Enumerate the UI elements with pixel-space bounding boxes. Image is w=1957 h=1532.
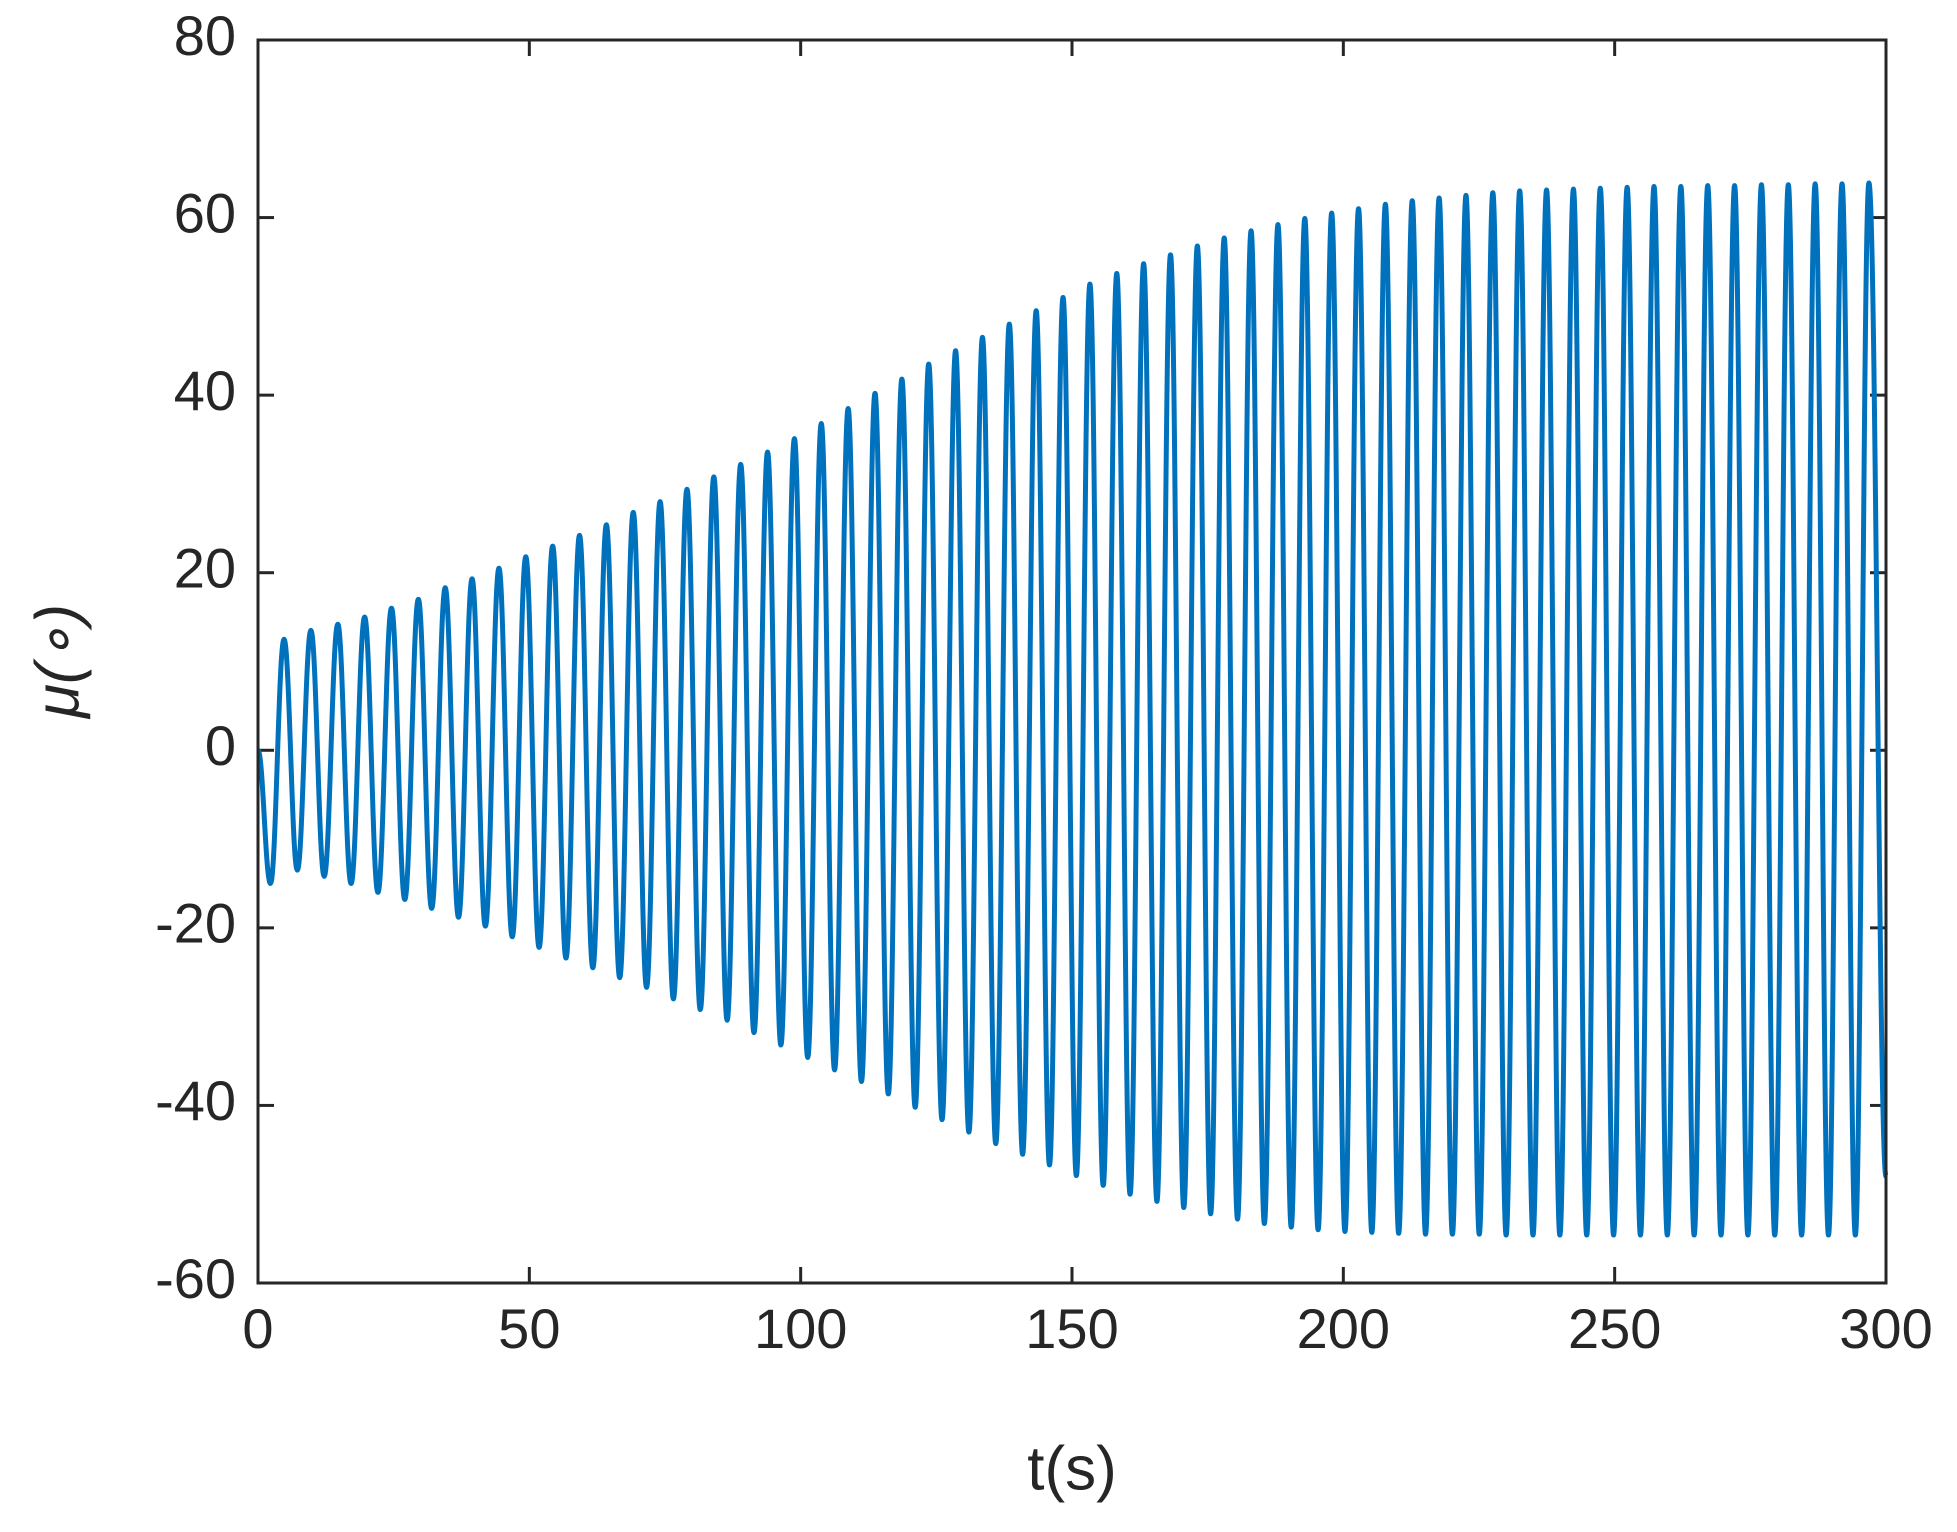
axes-box (256, 38, 1888, 1285)
x-tick-label: 300 (1839, 1297, 1932, 1360)
x-tick-label: 200 (1297, 1297, 1390, 1360)
y-tick-label: 0 (205, 714, 236, 777)
y-tick-label: 20 (174, 537, 236, 600)
y-tick-label: 80 (174, 4, 236, 67)
x-tick-label: 0 (242, 1297, 273, 1360)
y-tick-label: 40 (174, 359, 236, 422)
y-tick-label: -40 (155, 1069, 236, 1132)
y-axis-title: μ(∘) (23, 604, 92, 720)
y-tick-label: -20 (155, 892, 236, 955)
x-tick-label: 250 (1568, 1297, 1661, 1360)
y-tick-label: 60 (174, 181, 236, 244)
x-tick-label: 100 (754, 1297, 847, 1360)
x-tick-label: 50 (498, 1297, 560, 1360)
y-tick-label: -60 (155, 1247, 236, 1310)
x-axis-title: t(s) (1027, 1434, 1117, 1503)
data-line (255, 180, 1889, 1238)
x-tick-label: 150 (1025, 1297, 1118, 1360)
